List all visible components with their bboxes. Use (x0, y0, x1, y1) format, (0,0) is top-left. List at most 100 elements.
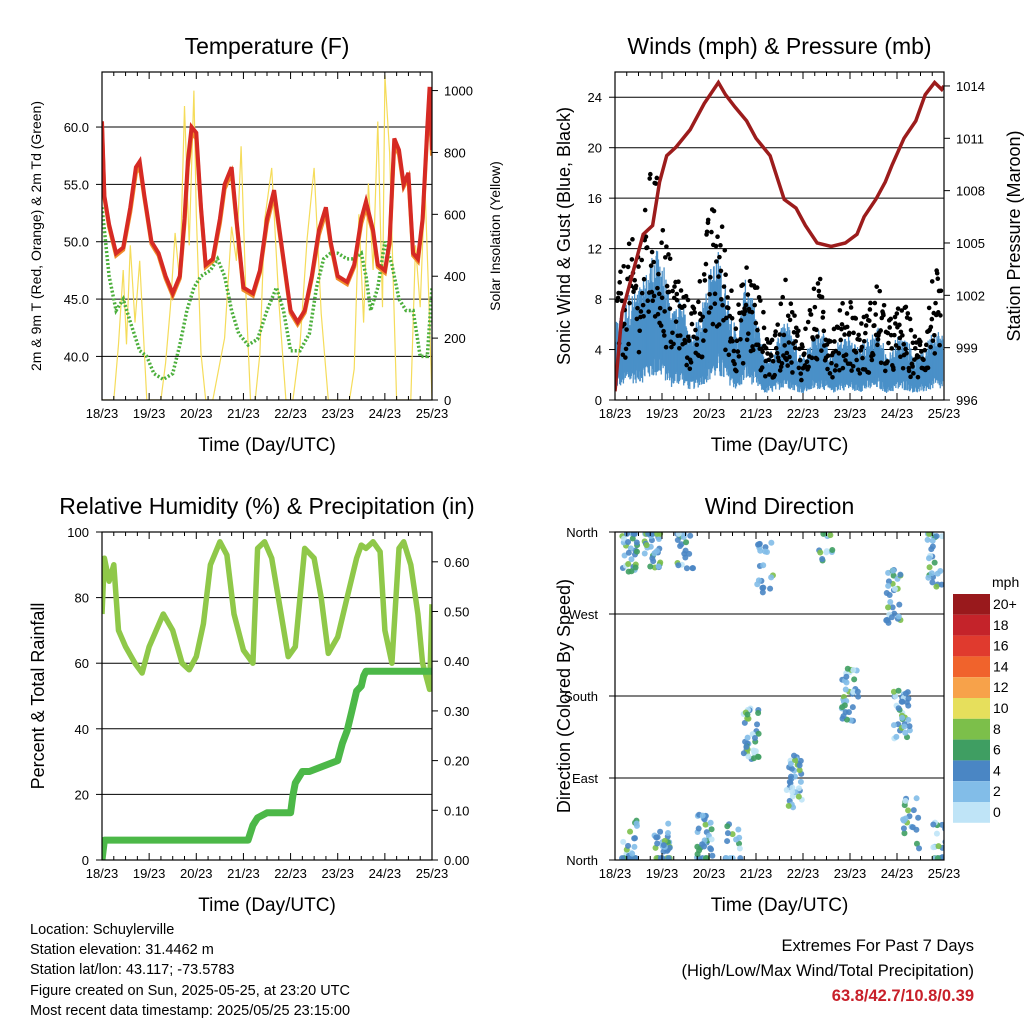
direction-point (629, 535, 636, 542)
gust-point (723, 347, 728, 353)
gust-point (838, 337, 843, 343)
direction-point (901, 723, 908, 730)
direction-point (760, 584, 767, 591)
gust-point (699, 354, 705, 360)
gust-point (772, 332, 778, 338)
x-tick-label: 25/23 (928, 866, 961, 881)
gust-point (662, 309, 667, 314)
gust-point (850, 364, 856, 369)
gust-point (934, 270, 940, 276)
gust-point (825, 366, 830, 372)
x-tick-label: 22/23 (274, 866, 307, 881)
direction-point (657, 828, 664, 835)
gust-point (938, 313, 943, 318)
direction-point (655, 536, 662, 543)
gust-point (827, 371, 833, 376)
gust-point (869, 357, 875, 363)
gust-point (721, 284, 727, 289)
y2-tick-label: 0.50 (444, 605, 469, 620)
gust-point (903, 346, 908, 352)
gust-point (882, 368, 888, 374)
gust-point (653, 181, 659, 186)
direction-point (754, 581, 761, 588)
gust-point (669, 344, 674, 350)
y-tick-label: 100 (67, 525, 89, 540)
direction-point (942, 839, 944, 845)
y-tick-label: East (572, 771, 598, 786)
direction-point (744, 734, 751, 741)
solar-insolation-series (102, 75, 432, 400)
gust-point (906, 368, 912, 374)
gust-point (809, 355, 815, 361)
gust-point (908, 327, 914, 333)
gust-point (769, 337, 775, 343)
direction-point (925, 574, 932, 581)
gust-point (812, 304, 818, 310)
gust-point (740, 282, 746, 287)
legend-swatch (953, 760, 990, 782)
gust-point (648, 171, 653, 177)
gust-point (848, 305, 854, 310)
y2-tick-label: 1000 (444, 84, 473, 99)
gust-point (859, 321, 864, 326)
gust-point (877, 288, 883, 294)
direction-point (628, 568, 635, 575)
direction-point (897, 571, 904, 578)
gust-point (885, 359, 890, 364)
gust-point (825, 353, 831, 358)
gust-point (747, 278, 753, 284)
gust-point (849, 368, 854, 373)
gust-point (729, 288, 734, 293)
gust-point (819, 294, 825, 300)
direction-point (664, 829, 671, 836)
y-tick-label: 40.0 (64, 349, 89, 364)
direction-point (785, 802, 792, 809)
x-tick-label: 19/23 (133, 406, 166, 421)
gust-point (617, 280, 623, 285)
gust-point (651, 293, 657, 299)
gust-point (846, 330, 852, 336)
gust-point (627, 300, 632, 306)
direction-point (743, 743, 750, 750)
direction-point (740, 750, 747, 757)
wind-direction-panel: 18/23 19/23 20/23 21/23 22/23 23/23 24/23 25/23… (554, 493, 960, 916)
x-tick-label: 22/23 (787, 406, 820, 421)
direction-point (893, 733, 900, 740)
y2-tick-label: 1005 (956, 236, 985, 251)
gust-point (674, 291, 680, 297)
gust-point (799, 377, 804, 383)
y2-tick-label: 800 (444, 145, 466, 160)
gust-point (697, 311, 703, 316)
y-tick-label: 40 (75, 722, 89, 737)
direction-point (751, 734, 758, 741)
y2-tick-label: 600 (444, 207, 466, 222)
x-axis: 18/23 19/23 20/23 21/23 22/23 23/23 24/23 25/23 (599, 532, 961, 881)
gust-point (636, 264, 641, 269)
gust-point (785, 363, 790, 368)
gust-point (706, 310, 712, 315)
dewpoint-series (102, 207, 432, 382)
direction-point (817, 549, 824, 556)
y2-tick-label: 0.40 (444, 654, 469, 669)
gust-point (618, 291, 624, 296)
gust-point (912, 346, 918, 351)
gust-point (730, 338, 735, 344)
y-tick-label: 80 (75, 591, 89, 606)
gust-point (760, 349, 765, 355)
gust-point (887, 325, 892, 330)
direction-point (724, 830, 731, 837)
gust-point (641, 313, 646, 319)
y2-axis: 996 999 1002 1005 1008 1011 1014 (944, 79, 985, 408)
gust-point (820, 315, 826, 320)
gust-point (874, 284, 880, 289)
legend-swatch (953, 718, 990, 740)
gust-point (923, 342, 929, 348)
direction-point (741, 719, 748, 726)
gust-point (749, 309, 755, 315)
legend-label: 14 (993, 658, 1009, 674)
x-tick-label: 18/23 (599, 406, 632, 421)
direction-point (930, 821, 937, 828)
gust-point (935, 276, 941, 281)
gust-point (718, 243, 723, 248)
gust-point (804, 359, 810, 365)
